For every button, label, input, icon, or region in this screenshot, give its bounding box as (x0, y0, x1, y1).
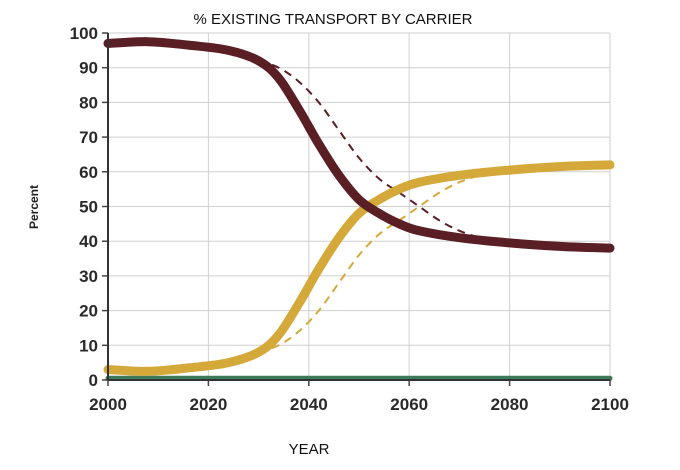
y-axis-label: Percent (27, 185, 41, 229)
y-tick-label: 40 (79, 232, 98, 251)
x-tick-label: 2040 (290, 395, 328, 414)
series-line-3 (258, 174, 480, 354)
y-tick-label: 30 (79, 267, 98, 286)
y-tick-label: 100 (70, 24, 98, 43)
x-axis-label: YEAR (289, 441, 330, 458)
y-tick-label: 0 (89, 371, 98, 390)
series-line-1 (103, 160, 615, 376)
x-tick-label: 2060 (390, 395, 428, 414)
y-tick-label: 70 (79, 128, 98, 147)
x-tick-label: 2080 (491, 395, 529, 414)
x-tick-label: 2100 (591, 395, 629, 414)
x-tick-label: 2020 (189, 395, 227, 414)
axes (102, 32, 611, 386)
series-line-2 (258, 59, 480, 239)
series-layer (103, 37, 615, 381)
grid (107, 32, 611, 381)
y-tick-label: 90 (79, 59, 98, 78)
series-line-0 (103, 37, 615, 253)
x-tick-labels: 2000 2020 2040 2060 2080 2100 (89, 395, 629, 414)
y-tick-label: 20 (79, 302, 98, 321)
chart-title: % EXISTING TRANSPORT BY CARRIER (194, 11, 473, 28)
y-tick-labels: 0 10 20 30 40 50 60 70 80 90 100 (70, 24, 98, 390)
y-tick-label: 80 (79, 93, 98, 112)
y-tick-label: 50 (79, 198, 98, 217)
y-tick-label: 10 (79, 336, 98, 355)
x-tick-label: 2000 (89, 395, 127, 414)
y-tick-label: 60 (79, 163, 98, 182)
